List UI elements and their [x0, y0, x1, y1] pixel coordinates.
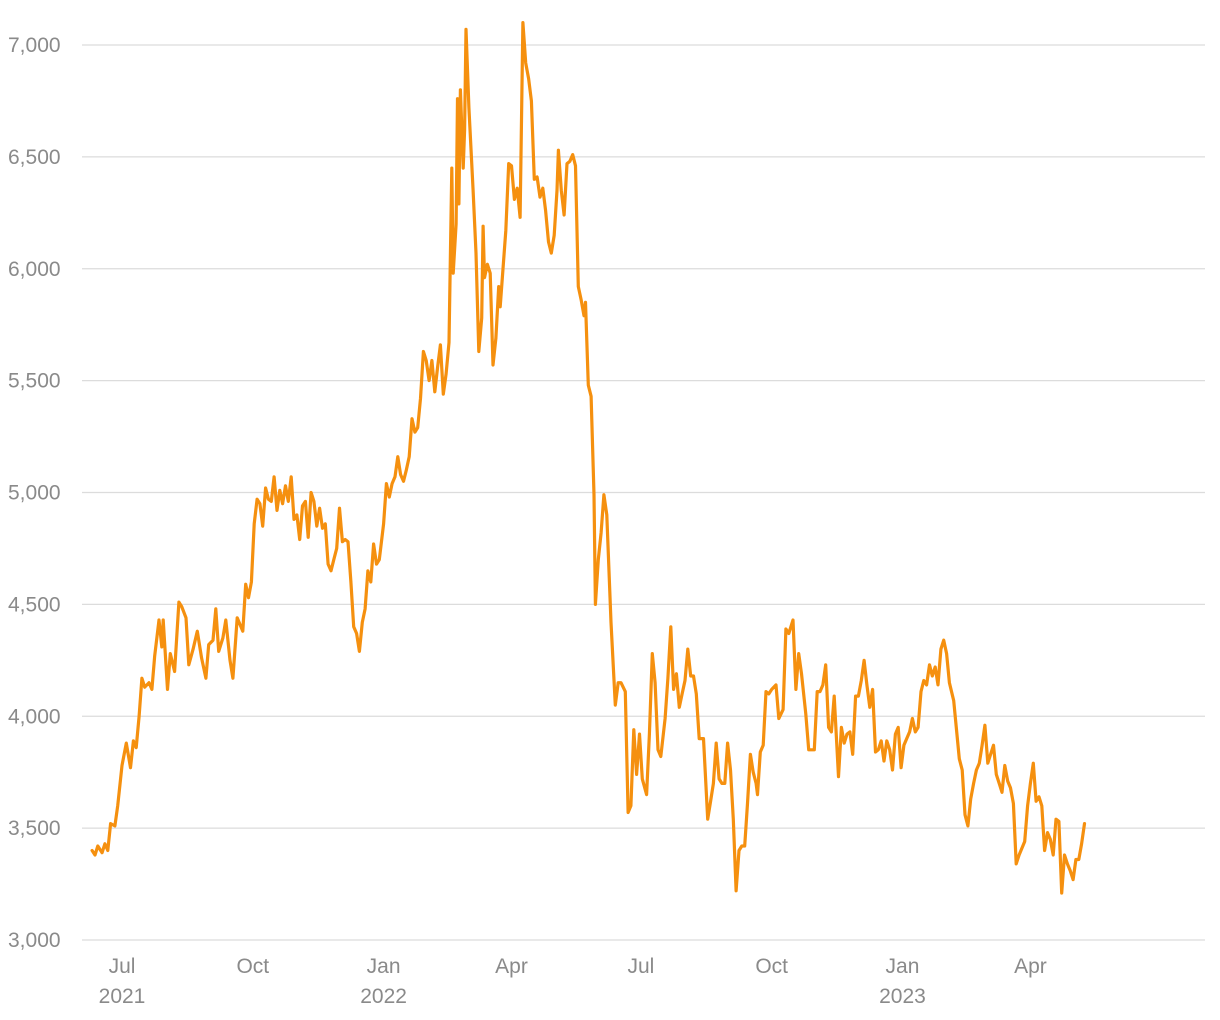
x-tick-label: Apr [495, 955, 528, 978]
y-tick-label: 7,000 [8, 34, 61, 57]
y-tick-label: 5,500 [8, 370, 61, 393]
x-tick-label: Jan [367, 955, 401, 978]
x-axis-ticks: Jul 2021 Oct Jan 2022 Apr Jul Oct Jan 2023 Apr [99, 955, 1047, 1008]
gridlines [82, 44, 1205, 941]
y-axis-ticks: 3,000 3,500 4,000 4,500 5,000 5,500 6,000 6,500… [8, 34, 61, 952]
x-tick-year-label: 2023 [879, 985, 926, 1008]
x-tick-year-label: 2022 [360, 985, 407, 1008]
y-tick-label: 4,500 [8, 593, 61, 616]
x-tick-label: Jul [109, 955, 136, 978]
x-tick-label: Jul [627, 955, 654, 978]
y-tick-label: 4,000 [8, 705, 61, 728]
x-tick-label: Oct [755, 955, 788, 978]
series-layer [90, 21, 1087, 895]
x-tick-label: Apr [1014, 955, 1047, 978]
y-tick-label: 5,000 [8, 482, 61, 505]
y-tick-label: 6,500 [8, 146, 61, 169]
y-tick-label: 3,500 [8, 817, 61, 840]
y-tick-label: 6,000 [8, 258, 61, 281]
x-tick-label: Jan [886, 955, 920, 978]
series-line [90, 21, 1087, 895]
x-tick-label: Oct [236, 955, 269, 978]
x-tick-year-label: 2021 [99, 985, 146, 1008]
y-tick-label: 3,000 [8, 929, 61, 952]
